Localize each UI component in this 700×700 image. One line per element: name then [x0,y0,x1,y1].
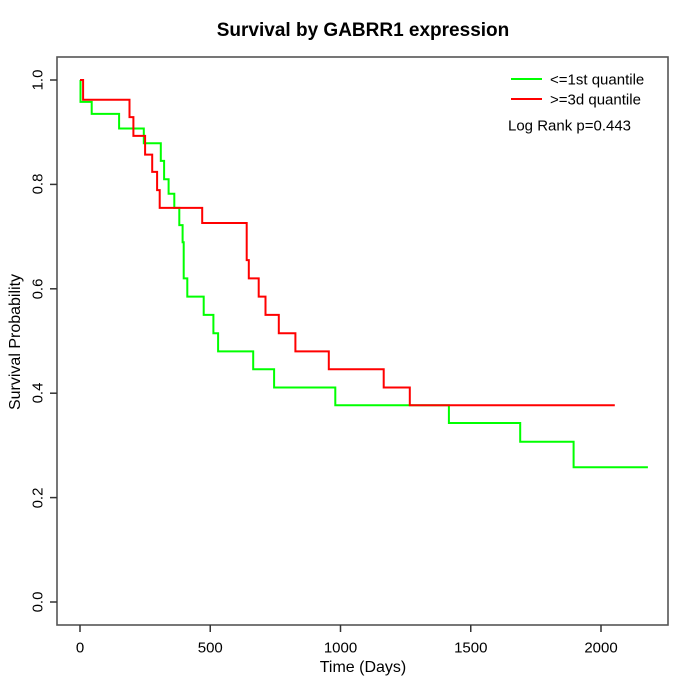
x-tick-label: 1500 [454,639,488,657]
legend-line-green [511,78,542,80]
legend-line-red [511,98,542,100]
y-axis-label: Survival Probability [7,273,24,411]
legend-label-3d-quantile: >=3d quantile [550,91,641,109]
y-tick-label: 0.0 [29,591,47,613]
y-tick-label: 0.2 [29,487,47,509]
y-tick-label: 0.6 [29,278,47,300]
y-tick-label: 1.0 [29,69,47,91]
x-tick-label: 1000 [323,639,358,657]
survival-curve-green [79,79,648,469]
x-axis-label: Time (Days) [319,659,407,676]
survival-curve-red [80,79,615,407]
log-rank-annotation: Log Rank p=0.443 [508,117,632,135]
legend-label-1st-quantile: <=1st quantile [550,71,645,89]
y-tick-label: 0.4 [29,382,47,404]
x-tick-label: 500 [197,639,223,657]
x-tick-label: 0 [75,639,85,657]
chart-title: Survival by GABRR1 expression [216,20,510,41]
x-tick-label: 2000 [584,639,618,657]
y-tick-label: 0.8 [29,173,47,195]
plot-box [56,56,669,626]
